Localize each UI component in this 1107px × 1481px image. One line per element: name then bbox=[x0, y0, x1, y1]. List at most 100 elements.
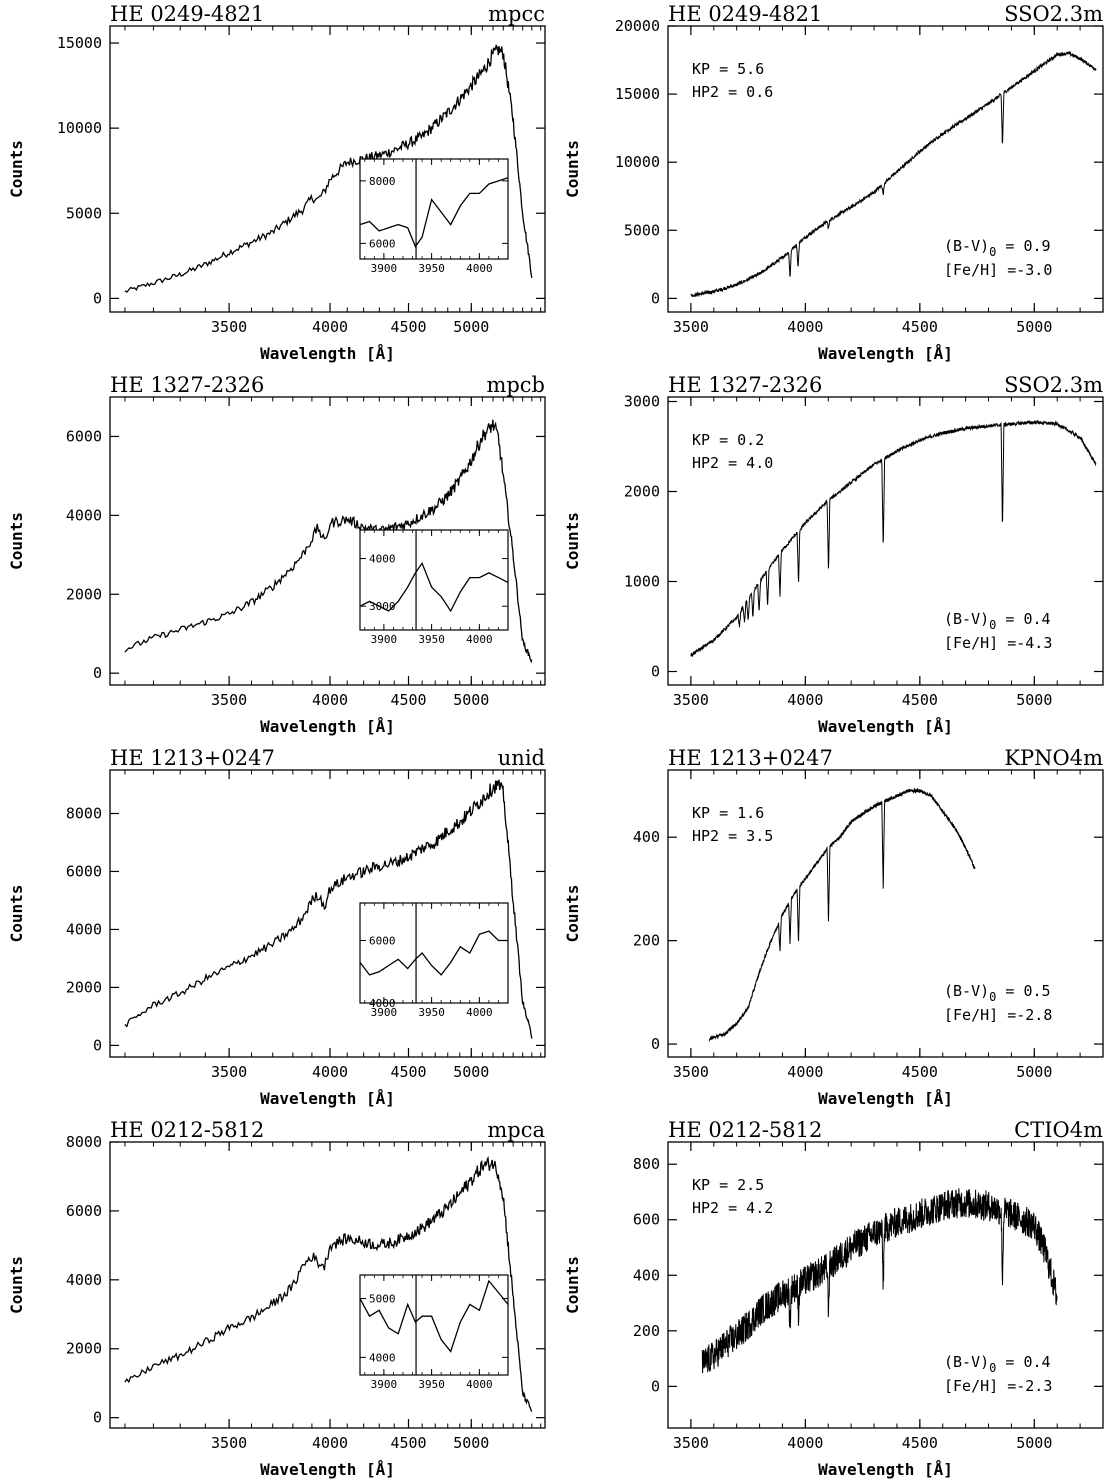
y-axis-label: Counts bbox=[7, 140, 26, 198]
inset-x-tick-label: 3950 bbox=[418, 1006, 445, 1019]
inset-y-tick-label: 4000 bbox=[369, 553, 396, 566]
source-label: CTIO4m bbox=[1014, 1118, 1103, 1142]
y-tick-label: 2000 bbox=[66, 1340, 102, 1358]
x-tick-label: 5000 bbox=[453, 1434, 489, 1452]
inset-x-tick-label: 3900 bbox=[371, 262, 398, 275]
inset-frame bbox=[359, 158, 509, 260]
y-tick-label: 0 bbox=[651, 1377, 660, 1395]
y-tick-label: 4000 bbox=[66, 1271, 102, 1289]
spectrum-line bbox=[701, 1188, 1058, 1374]
inset-plot: 3900 3950 4000 4000 6000 bbox=[359, 902, 509, 1019]
x-tick-label: 5000 bbox=[453, 1063, 489, 1081]
x-tick-label: 5000 bbox=[1016, 1063, 1052, 1081]
y-tick-label: 8000 bbox=[66, 804, 102, 822]
x-tick-label: 4500 bbox=[902, 1063, 938, 1081]
bv-color-index: (B-V)0 = 0.5 bbox=[944, 982, 1051, 1004]
star-name-title: HE 0249-4821 bbox=[110, 2, 264, 26]
spectrum-line bbox=[124, 779, 533, 1039]
kp-index: KP = 1.6 bbox=[692, 804, 764, 822]
inset-frame bbox=[359, 1274, 509, 1376]
x-tick-label: 5000 bbox=[1016, 1434, 1052, 1452]
y-tick-label: 0 bbox=[651, 1035, 660, 1053]
x-axis-label: Wavelength [Å] bbox=[260, 717, 395, 736]
hp2-index: HP2 = 4.2 bbox=[692, 1199, 773, 1217]
star-name-title: HE 0249-4821 bbox=[668, 2, 822, 26]
plot-frame bbox=[667, 1141, 1104, 1429]
inset-y-tick-label: 8000 bbox=[369, 175, 396, 188]
x-tick-label: 4500 bbox=[390, 318, 426, 336]
y-tick-label: 15000 bbox=[615, 85, 660, 103]
y-tick-label: 0 bbox=[651, 663, 660, 681]
inset-spectrum-line bbox=[359, 561, 509, 613]
x-axis-label: Wavelength [Å] bbox=[818, 1460, 953, 1479]
y-tick-label: 800 bbox=[633, 1155, 660, 1173]
source-label: mpcb bbox=[486, 373, 545, 397]
inset-plot: 3900 3950 4000 3000 4000 bbox=[359, 529, 509, 646]
kp-index: KP = 5.6 bbox=[692, 60, 764, 78]
y-tick-label: 4000 bbox=[66, 920, 102, 938]
inset-y-tick-label: 6000 bbox=[369, 935, 396, 948]
spectrum-panel: HE 0212-5812 mpca 3500 4000 4500 5000 0 2000 400… bbox=[7, 1118, 546, 1479]
bv-color-index: (B-V)0 = 0.4 bbox=[944, 1353, 1051, 1375]
hp2-index: HP2 = 0.6 bbox=[692, 83, 773, 101]
y-tick-label: 0 bbox=[93, 1036, 102, 1054]
x-tick-label: 4500 bbox=[902, 691, 938, 709]
spectrum-panel: HE 1213+0247 unid 3500 4000 4500 5000 0 2000 400… bbox=[7, 746, 546, 1108]
inset-y-tick-label: 6000 bbox=[369, 237, 396, 250]
y-tick-label: 400 bbox=[633, 828, 660, 846]
spectrum-line bbox=[690, 50, 1097, 298]
spectrum-line bbox=[708, 787, 976, 1042]
x-tick-label: 4000 bbox=[312, 691, 348, 709]
x-tick-label: 5000 bbox=[1016, 691, 1052, 709]
inset-x-tick-label: 3950 bbox=[418, 1378, 445, 1391]
y-tick-label: 10000 bbox=[615, 153, 660, 171]
bv-color-index: (B-V)0 = 0.4 bbox=[944, 610, 1051, 632]
inset-spectrum-line bbox=[359, 177, 509, 248]
inset-plot: 3900 3950 4000 4000 5000 bbox=[359, 1274, 509, 1391]
inset-x-tick-label: 4000 bbox=[466, 1378, 493, 1391]
source-label: unid bbox=[498, 746, 545, 770]
y-axis-label: Counts bbox=[563, 140, 582, 198]
x-tick-label: 3500 bbox=[211, 1434, 247, 1452]
x-axis-label: Wavelength [Å] bbox=[818, 1089, 953, 1108]
spectrum-line bbox=[124, 1155, 533, 1412]
plot-frame bbox=[667, 769, 1104, 1058]
spectrum-panel: HE 1327-2326 mpcb 3500 4000 4500 5000 0 2000 400… bbox=[7, 373, 546, 736]
hp2-index: HP2 = 3.5 bbox=[692, 827, 773, 845]
y-tick-label: 3000 bbox=[624, 393, 660, 411]
y-tick-label: 200 bbox=[633, 932, 660, 950]
y-tick-label: 400 bbox=[633, 1266, 660, 1284]
x-axis-label: Wavelength [Å] bbox=[260, 1089, 395, 1108]
x-tick-label: 5000 bbox=[453, 691, 489, 709]
star-name-title: HE 1327-2326 bbox=[110, 373, 264, 397]
y-axis-label: Counts bbox=[563, 1256, 582, 1314]
spectrum-panel: HE 0212-5812 CTIO4m 3500 4000 4500 5000 0 200 40… bbox=[563, 1118, 1104, 1479]
x-tick-label: 5000 bbox=[453, 318, 489, 336]
source-label: mpcc bbox=[488, 2, 545, 26]
inset-y-tick-label: 4000 bbox=[369, 1351, 396, 1364]
x-tick-label: 4500 bbox=[390, 691, 426, 709]
x-axis-label: Wavelength [Å] bbox=[260, 1460, 395, 1479]
y-axis-label: Counts bbox=[7, 885, 26, 943]
plot-frame bbox=[109, 396, 546, 686]
y-tick-label: 0 bbox=[651, 289, 660, 307]
spectrum-line bbox=[690, 419, 1097, 658]
star-name-title: HE 0212-5812 bbox=[668, 1118, 822, 1142]
x-tick-label: 4000 bbox=[312, 1434, 348, 1452]
spectrum-line bbox=[124, 419, 533, 664]
y-tick-label: 200 bbox=[633, 1322, 660, 1340]
x-tick-label: 4000 bbox=[787, 691, 823, 709]
y-tick-label: 10000 bbox=[57, 119, 102, 137]
kp-index: KP = 0.2 bbox=[692, 431, 764, 449]
inset-spectrum-line bbox=[359, 1279, 509, 1353]
x-tick-label: 3500 bbox=[673, 318, 709, 336]
x-tick-label: 3500 bbox=[673, 691, 709, 709]
y-tick-label: 6000 bbox=[66, 427, 102, 445]
y-tick-label: 8000 bbox=[66, 1133, 102, 1151]
y-axis-label: Counts bbox=[7, 1256, 26, 1314]
y-tick-label: 6000 bbox=[66, 1202, 102, 1220]
star-name-title: HE 0212-5812 bbox=[110, 1118, 264, 1142]
metallicity: [Fe/H] =-3.0 bbox=[944, 261, 1052, 279]
source-label: SSO2.3m bbox=[1004, 2, 1103, 26]
